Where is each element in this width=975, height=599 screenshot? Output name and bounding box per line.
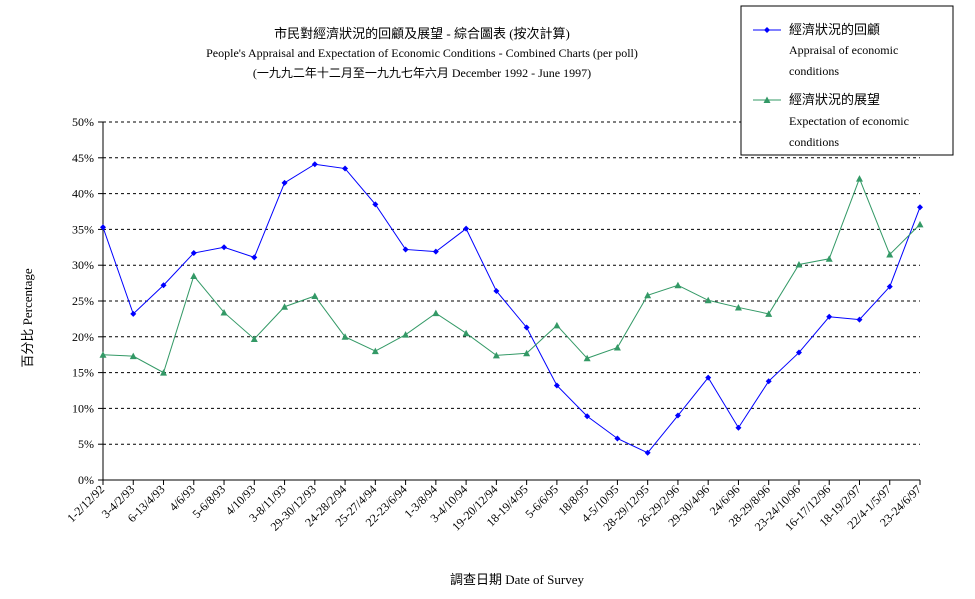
data-point: [674, 412, 681, 419]
data-point: [523, 349, 531, 357]
data-point: [734, 303, 742, 311]
data-point: [553, 321, 561, 329]
data-point: [553, 382, 560, 389]
y-tick-label: 0%: [78, 473, 94, 487]
data-point: [129, 352, 137, 360]
data-point: [372, 201, 379, 208]
data-point: [221, 244, 228, 251]
legend-label-expectation-en: Expectation of economic: [789, 114, 909, 128]
data-point: [432, 248, 439, 255]
legend: 經濟狀況的回顧 Appraisal of economic conditions…: [740, 5, 954, 156]
data-point: [130, 310, 137, 317]
y-tick-label: 35%: [72, 222, 94, 236]
y-tick-label: 25%: [72, 294, 94, 308]
data-point: [251, 254, 258, 261]
data-point: [463, 225, 470, 232]
y-tick-label: 50%: [72, 115, 94, 129]
data-point: [311, 161, 318, 168]
legend-marker-expectation: [763, 96, 771, 103]
data-point: [281, 303, 289, 310]
data-point: [644, 449, 651, 456]
data-point: [886, 250, 894, 258]
data-point: [674, 281, 682, 289]
data-point: [705, 374, 712, 381]
legend-box: [740, 5, 954, 156]
data-point: [856, 316, 863, 323]
data-point: [614, 435, 621, 442]
data-point: [160, 282, 167, 289]
data-point: [704, 296, 712, 304]
y-tick-label: 15%: [72, 366, 94, 380]
legend-label-appraisal-zh: 經濟狀況的回顧: [789, 22, 880, 37]
x-tick-label: 5-6/8/93: [189, 482, 228, 521]
series-line-expectation: [102, 177, 921, 374]
chart-subtitle-dates: (一九九二年十二月至一九九七年六月 December 1992 - June 1…: [253, 66, 591, 80]
data-point: [311, 292, 319, 299]
data-point: [371, 347, 379, 355]
legend-label-expectation-en-2: conditions: [789, 135, 839, 149]
data-point: [341, 333, 349, 340]
gridlines: [103, 121, 920, 445]
data-point: [160, 369, 168, 376]
chart-subtitle: People's Appraisal and Expectation of Ec…: [206, 46, 638, 60]
y-tick-label: 45%: [72, 151, 94, 165]
data-point: [826, 313, 833, 320]
data-point: [916, 220, 924, 228]
data-point: [281, 179, 288, 186]
y-axis-ticks: 0% 5% 10% 15% 20% 25% 30% 35% 40% 45% 50%: [72, 115, 103, 487]
data-point: [100, 224, 106, 231]
series-lines: [102, 163, 921, 454]
data-point: [462, 329, 470, 337]
data-point: [220, 308, 228, 316]
data-point: [342, 165, 349, 172]
data-point: [583, 354, 591, 362]
data-point: [765, 310, 773, 317]
data-point: [886, 283, 893, 290]
data-point: [644, 291, 652, 299]
x-tick-label: 5-6/6/95: [522, 482, 561, 521]
chart-title: 市民對經濟狀況的回顧及展望 - 綜合圖表 (按次計算): [274, 26, 570, 41]
data-point: [735, 424, 742, 431]
series-markers: [99, 161, 924, 456]
data-point: [523, 324, 530, 331]
y-tick-label: 40%: [72, 187, 94, 201]
data-point: [402, 331, 410, 338]
series-line-appraisal: [102, 163, 921, 454]
y-tick-label: 10%: [72, 401, 94, 415]
legend-label-appraisal-en-2: conditions: [789, 64, 839, 78]
data-point: [855, 175, 863, 182]
y-tick-label: 20%: [72, 330, 94, 344]
x-tick-label: 1-2/12/92: [64, 482, 107, 525]
legend-marker-appraisal: [764, 27, 770, 33]
data-point: [250, 335, 258, 342]
y-axis-label: 百分比 Percentage: [20, 268, 35, 368]
data-point: [795, 349, 802, 356]
data-point: [190, 250, 197, 257]
data-point: [99, 351, 107, 358]
data-point: [492, 351, 500, 359]
data-point: [917, 204, 923, 211]
data-point: [584, 413, 591, 420]
data-point: [190, 272, 198, 279]
data-point: [795, 260, 803, 268]
data-point: [613, 344, 621, 351]
legend-label-expectation-zh: 經濟狀況的展望: [789, 92, 880, 107]
data-point: [493, 287, 500, 294]
x-axis-label: 調查日期 Date of Survey: [450, 572, 584, 587]
data-point: [402, 246, 409, 253]
data-point: [432, 309, 440, 317]
data-point: [765, 378, 772, 385]
y-tick-label: 5%: [78, 437, 94, 451]
x-axis-ticks: 1-2/12/923-4/2/936-13/4/934/6/935-6/8/93…: [64, 480, 924, 534]
legend-label-appraisal-en: Appraisal of economic: [789, 43, 898, 57]
data-point: [825, 255, 833, 262]
y-tick-label: 30%: [72, 258, 94, 272]
